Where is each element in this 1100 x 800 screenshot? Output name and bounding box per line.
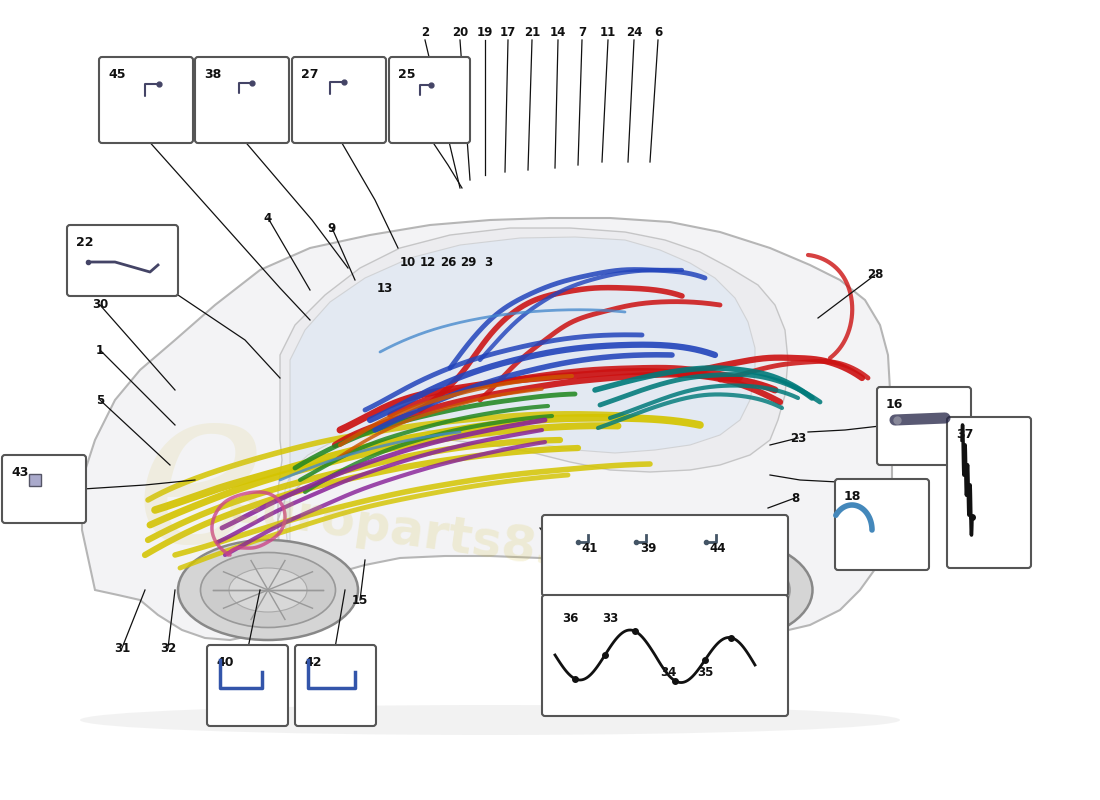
Text: 27: 27	[301, 68, 319, 81]
Text: 41: 41	[582, 542, 598, 554]
FancyBboxPatch shape	[292, 57, 386, 143]
Ellipse shape	[627, 538, 813, 642]
Text: 23: 23	[790, 431, 806, 445]
Ellipse shape	[229, 568, 307, 612]
Text: e: e	[134, 372, 266, 588]
Text: 14: 14	[550, 26, 566, 38]
FancyBboxPatch shape	[947, 417, 1031, 568]
FancyBboxPatch shape	[67, 225, 178, 296]
Text: 18: 18	[844, 490, 861, 503]
Text: 32: 32	[160, 642, 176, 654]
Text: 35: 35	[696, 666, 713, 678]
Text: 37: 37	[956, 428, 974, 441]
Text: 42: 42	[304, 656, 321, 669]
FancyBboxPatch shape	[835, 479, 930, 570]
Text: 36: 36	[562, 611, 579, 625]
Text: 45: 45	[108, 68, 125, 81]
FancyBboxPatch shape	[295, 645, 376, 726]
FancyBboxPatch shape	[877, 387, 971, 465]
FancyBboxPatch shape	[99, 57, 192, 143]
Text: 40: 40	[216, 656, 233, 669]
Text: 24: 24	[626, 26, 642, 38]
Text: 9: 9	[328, 222, 337, 234]
Text: 8: 8	[791, 491, 799, 505]
Text: 17: 17	[499, 26, 516, 38]
Text: 6: 6	[653, 26, 662, 38]
Text: 26: 26	[440, 255, 456, 269]
Text: 28: 28	[867, 269, 883, 282]
FancyBboxPatch shape	[389, 57, 470, 143]
Text: 3: 3	[484, 255, 492, 269]
Polygon shape	[82, 218, 892, 640]
FancyBboxPatch shape	[207, 645, 288, 726]
Text: 10: 10	[400, 255, 416, 269]
Ellipse shape	[679, 567, 761, 613]
Text: 43: 43	[11, 466, 29, 479]
Ellipse shape	[178, 540, 358, 640]
Text: 7: 7	[578, 26, 586, 38]
Text: 38: 38	[204, 68, 221, 81]
Text: 19: 19	[476, 26, 493, 38]
Text: 31: 31	[114, 642, 130, 654]
FancyBboxPatch shape	[542, 595, 788, 716]
Ellipse shape	[200, 553, 336, 627]
Text: 16: 16	[886, 398, 903, 411]
Text: 39: 39	[640, 542, 657, 554]
Text: 13: 13	[377, 282, 393, 294]
Text: 44: 44	[710, 542, 726, 554]
Polygon shape	[278, 228, 788, 580]
Text: 29: 29	[460, 255, 476, 269]
Text: 30: 30	[92, 298, 108, 311]
Text: 20: 20	[452, 26, 469, 38]
Ellipse shape	[80, 705, 900, 735]
Text: 15: 15	[352, 594, 368, 606]
FancyBboxPatch shape	[195, 57, 289, 143]
Text: 34: 34	[660, 666, 676, 678]
Text: 1: 1	[96, 343, 104, 357]
Text: europarts85: europarts85	[226, 482, 574, 578]
Ellipse shape	[650, 551, 790, 629]
Text: 11: 11	[600, 26, 616, 38]
Text: 2: 2	[421, 26, 429, 38]
Text: 12: 12	[420, 255, 436, 269]
Text: 5: 5	[96, 394, 104, 406]
FancyBboxPatch shape	[2, 455, 86, 523]
Text: 22: 22	[76, 236, 94, 249]
Text: 4: 4	[264, 211, 272, 225]
Text: 25: 25	[398, 68, 416, 81]
Text: 33: 33	[602, 611, 618, 625]
Polygon shape	[284, 237, 755, 560]
FancyBboxPatch shape	[542, 515, 788, 596]
Text: 21: 21	[524, 26, 540, 38]
